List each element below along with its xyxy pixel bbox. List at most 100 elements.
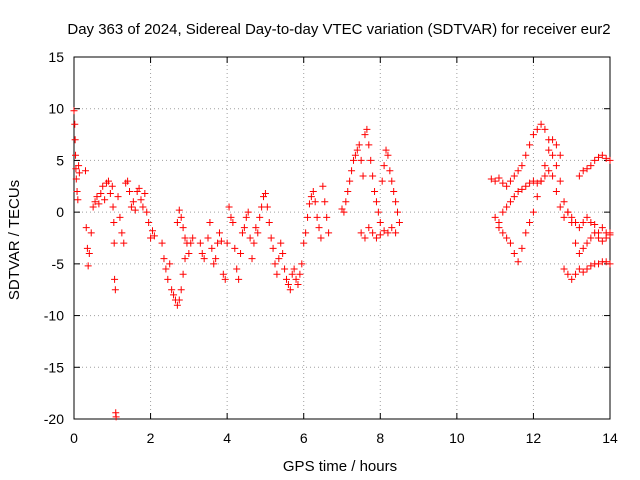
data-point [179, 270, 187, 278]
axis-ticks [73, 56, 611, 420]
data-point [495, 174, 503, 182]
data-point [237, 250, 245, 258]
x-tick-label: 0 [70, 430, 78, 446]
data-point [210, 260, 218, 268]
data-point [200, 255, 208, 263]
data-point [353, 146, 361, 154]
data-point [575, 172, 583, 180]
data-point [510, 250, 518, 258]
data-point [568, 213, 576, 221]
data-point [300, 239, 308, 247]
data-point [112, 413, 120, 421]
x-tick-label: 14 [602, 430, 618, 446]
data-point [587, 262, 595, 270]
data-point [175, 206, 183, 214]
data-point [265, 218, 273, 226]
data-point [185, 250, 193, 258]
data-point [369, 172, 377, 180]
data-point [75, 169, 83, 177]
data-point [256, 213, 264, 221]
data-point [552, 162, 560, 170]
data-point [346, 177, 354, 185]
data-point [198, 250, 206, 258]
data-point [109, 203, 117, 211]
data-point [292, 275, 300, 283]
data-point [246, 234, 254, 242]
data-point [242, 213, 250, 221]
data-point [233, 265, 241, 273]
data-point [277, 239, 285, 247]
data-point [359, 172, 367, 180]
data-point [71, 120, 79, 128]
data-point [166, 260, 174, 268]
data-point [564, 270, 572, 278]
data-point [137, 196, 145, 204]
data-point [514, 258, 522, 266]
data-point [70, 107, 78, 115]
data-point [110, 239, 118, 247]
data-point [302, 229, 310, 237]
data-point [503, 182, 511, 190]
data-point [294, 281, 302, 289]
data-point [177, 286, 185, 294]
data-point [549, 172, 557, 180]
data-point [499, 179, 507, 187]
data-point [583, 265, 591, 273]
data-point [491, 177, 499, 185]
data-point [305, 200, 313, 208]
data-point [348, 167, 356, 175]
data-point [72, 175, 80, 183]
data-point [187, 239, 195, 247]
data-point [84, 262, 92, 270]
data-point [583, 165, 591, 173]
data-point [309, 187, 317, 195]
data-point [374, 208, 382, 216]
data-point [579, 244, 587, 252]
data-point [376, 231, 384, 239]
data-point [392, 229, 400, 237]
x-tick-label: 10 [449, 430, 465, 446]
data-point [120, 239, 128, 247]
data-point [286, 286, 294, 294]
data-point [363, 125, 371, 133]
x-tick-label: 12 [526, 430, 542, 446]
data-point [315, 224, 323, 232]
data-point [82, 224, 90, 232]
data-point [97, 190, 105, 198]
data-point [549, 136, 557, 144]
data-point [587, 234, 595, 242]
data-point [606, 156, 614, 164]
data-point [552, 141, 560, 149]
data-point [549, 151, 557, 159]
y-tick-label: 10 [48, 101, 64, 117]
data-point [367, 156, 375, 164]
data-point [139, 203, 147, 211]
data-point [361, 234, 369, 242]
data-point [510, 193, 518, 201]
data-point [131, 206, 139, 214]
data-point [87, 229, 95, 237]
data-point [177, 213, 185, 221]
data-point [110, 218, 118, 226]
data-point [254, 229, 262, 237]
data-point [344, 187, 352, 195]
data-point [518, 162, 526, 170]
data-point [160, 255, 168, 263]
data-point [351, 151, 359, 159]
data-point [319, 182, 327, 190]
data-point [261, 190, 269, 198]
data-point [221, 275, 229, 283]
data-point [583, 213, 591, 221]
data-point [104, 177, 112, 185]
data-point [378, 177, 386, 185]
data-point [95, 200, 103, 208]
data-point [214, 239, 222, 247]
data-point [317, 234, 325, 242]
data-point [357, 156, 365, 164]
data-point [106, 190, 114, 198]
data-point [369, 229, 377, 237]
data-point [311, 198, 319, 206]
data-point [170, 291, 178, 299]
data-point [279, 250, 287, 258]
